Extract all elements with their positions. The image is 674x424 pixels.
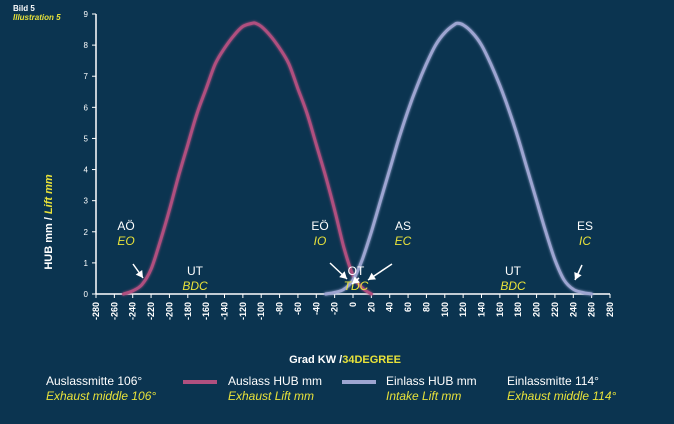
x-tick-label: 160	[495, 302, 505, 317]
x-tick-label: -240	[128, 302, 138, 320]
x-tick-label: 60	[403, 302, 413, 312]
annotation-label-en: BDC	[500, 279, 526, 293]
x-tick-label: 280	[605, 302, 615, 317]
x-axis-title-de: Grad KW /	[289, 354, 342, 366]
exhaust-lift-line	[122, 21, 373, 296]
legend-exhaust-middle-en: Exhaust middle 106°	[46, 389, 157, 403]
x-tick-label: -40	[311, 302, 321, 315]
annotation-label: UT	[505, 264, 522, 278]
x-tick-label: 100	[440, 302, 450, 317]
x-tick-label: -160	[201, 302, 211, 320]
x-tick-label: -100	[256, 302, 266, 320]
x-tick-label: -60	[293, 302, 303, 315]
y-tick-label: 2	[84, 228, 89, 237]
legend-swatch-exhaust	[183, 380, 217, 384]
x-tick-label: -180	[183, 302, 193, 320]
annotation-label: ES	[577, 219, 593, 233]
y-axis-title-de: HUB mm /	[43, 214, 55, 270]
annotation-arrowhead	[574, 272, 582, 280]
x-tick-label: -120	[238, 302, 248, 320]
legend-intake-lift: Einlass HUB mm Intake Lift mm	[386, 374, 477, 404]
annotation-arrowhead	[352, 276, 360, 284]
x-tick-label: -20	[330, 302, 340, 315]
annotation-arrowhead	[368, 272, 376, 280]
annotation-label: OT	[348, 264, 365, 278]
intake-lift-line	[324, 21, 594, 296]
x-tick-label: -280	[91, 302, 101, 320]
legend-exhaust-lift-de: Auslass HUB mm	[228, 374, 323, 388]
x-tick-label: 220	[550, 302, 560, 317]
x-tick-label: -200	[164, 302, 174, 320]
figure-label-en: Illustration 5	[13, 13, 61, 22]
y-axis-title-en: Lift mm	[43, 174, 55, 214]
legend-intake-middle-de: Einlassmitte 114°	[507, 374, 599, 388]
annotation-label: UT	[187, 264, 204, 278]
y-tick-label: 9	[84, 10, 89, 19]
x-tick-label: 0	[348, 302, 358, 307]
annotation-label-en: TDC	[344, 279, 369, 293]
annotation-label-en: IO	[314, 234, 327, 248]
x-tick-label: 240	[568, 302, 578, 317]
x-tick-label: 120	[458, 302, 468, 317]
annotation-label: AS	[395, 219, 411, 233]
x-tick-label: 20	[366, 302, 376, 312]
y-tick-label: 7	[84, 72, 89, 81]
x-axis-title-en: 34DEGREE	[342, 354, 401, 366]
legend-exhaust-lift: Auslass HUB mm Exhaust Lift mm	[228, 374, 322, 404]
annotation-label-en: BDC	[182, 279, 208, 293]
legend-intake-lift-de: Einlass HUB mm	[386, 374, 477, 388]
x-tick-label: -260	[109, 302, 119, 320]
x-tick-label: 40	[385, 302, 395, 312]
y-tick-label: 8	[84, 41, 89, 50]
x-tick-label: 140	[477, 302, 487, 317]
x-tick-label: 200	[532, 302, 542, 317]
annotation-label-en: EO	[117, 234, 134, 248]
annotation-label: EÖ	[311, 219, 328, 233]
legend-intake-lift-en: Intake Lift mm	[386, 389, 462, 403]
x-tick-label: -80	[275, 302, 285, 315]
y-tick-label: 4	[84, 166, 89, 175]
legend-exhaust-lift-en: Exhaust Lift mm	[228, 389, 315, 403]
y-tick-label: 3	[84, 197, 89, 206]
annotation-arrowhead	[135, 270, 143, 278]
annotation-label-en: EC	[395, 234, 412, 248]
y-tick-label: 1	[84, 259, 89, 268]
y-axis-title: HUB mm / Lift mm	[43, 174, 55, 270]
x-tick-label: -140	[220, 302, 230, 320]
chart-series	[122, 21, 594, 296]
y-tick-label: 0	[84, 290, 89, 299]
y-tick-label: 6	[84, 103, 89, 112]
legend-exhaust-middle-de: Auslassmitte 106°	[46, 374, 143, 388]
x-tick-label: 80	[421, 302, 431, 312]
legend-intake-middle-en: Exhaust middle 114°	[507, 389, 617, 403]
legend-intake-middle: Einlassmitte 114° Exhaust middle 114°	[507, 374, 616, 404]
annotation-label: AÖ	[117, 219, 134, 233]
x-tick-label: -220	[146, 302, 156, 320]
legend-swatch-intake	[342, 380, 376, 384]
y-tick-label: 5	[84, 134, 89, 143]
annotation-arrowhead	[339, 271, 347, 279]
x-axis-title: Grad KW /34DEGREE	[289, 354, 401, 366]
legend-exhaust-middle: Auslassmitte 106° Exhaust middle 106°	[46, 374, 156, 404]
annotation-label-en: IC	[579, 234, 591, 248]
x-tick-label: 260	[587, 302, 597, 317]
x-tick-label: 180	[513, 302, 523, 317]
figure-label: Bild 5	[13, 4, 35, 13]
